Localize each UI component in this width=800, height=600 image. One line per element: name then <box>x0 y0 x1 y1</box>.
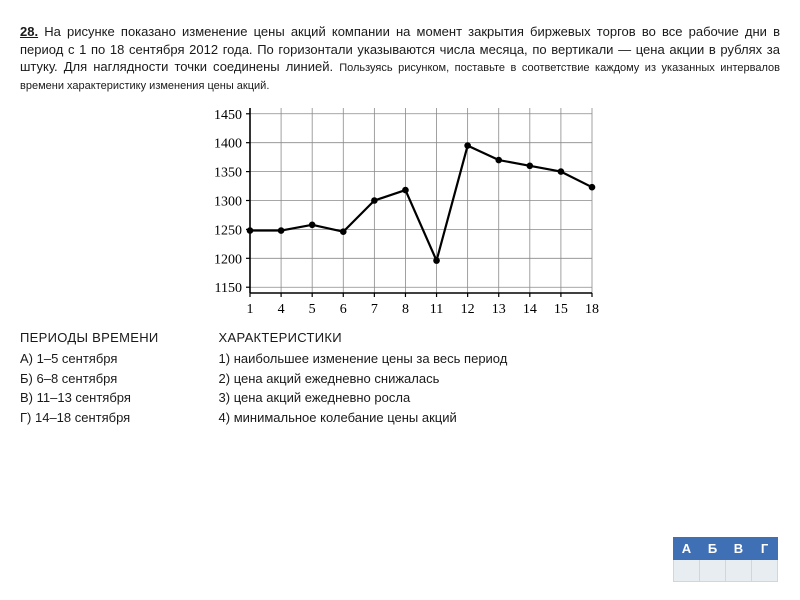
svg-text:5: 5 <box>309 302 316 317</box>
svg-text:1150: 1150 <box>215 281 242 296</box>
svg-text:13: 13 <box>492 302 506 317</box>
svg-text:1250: 1250 <box>214 223 242 238</box>
period-row: В) 11–13 сентября <box>20 389 159 407</box>
svg-text:1350: 1350 <box>214 165 242 180</box>
characteristic-text: цена акций ежедневно снижалась <box>234 371 440 386</box>
answer-header-cell: Б <box>700 538 726 560</box>
period-label: В) <box>20 390 37 405</box>
answer-table: АБВГ <box>673 537 778 582</box>
characteristic-row: 3) цена акций ежедневно росла <box>219 389 508 407</box>
options-columns: ПЕРИОДЫ ВРЕМЕНИ А) 1–5 сентябряБ) 6–8 се… <box>20 329 780 429</box>
characteristic-text: минимальное колебание цены акций <box>234 410 457 425</box>
svg-text:1: 1 <box>247 302 254 317</box>
svg-text:14: 14 <box>523 302 537 317</box>
characteristic-row: 4) минимальное колебание цены акций <box>219 409 508 427</box>
answer-header-cell: В <box>726 538 752 560</box>
characteristics-column: ХАРАКТЕРИСТИКИ 1) наибольшее изменение ц… <box>219 329 508 429</box>
period-text: 11–13 сентября <box>37 390 131 405</box>
characteristic-label: 3) <box>219 390 234 405</box>
svg-text:1200: 1200 <box>214 252 242 267</box>
periods-heading: ПЕРИОДЫ ВРЕМЕНИ <box>20 329 159 347</box>
period-label: А) <box>20 351 37 366</box>
answer-value-cell[interactable] <box>752 560 778 582</box>
answer-header-cell: Г <box>752 538 778 560</box>
characteristic-row: 1) наибольшее изменение цены за весь пер… <box>219 350 508 368</box>
periods-column: ПЕРИОДЫ ВРЕМЕНИ А) 1–5 сентябряБ) 6–8 се… <box>20 329 159 429</box>
characteristic-text: наибольшее изменение цены за весь период <box>234 351 508 366</box>
characteristic-label: 1) <box>219 351 234 366</box>
svg-text:4: 4 <box>278 302 285 317</box>
characteristics-heading: ХАРАКТЕРИСТИКИ <box>219 329 508 347</box>
svg-text:6: 6 <box>340 302 347 317</box>
period-row: Б) 6–8 сентября <box>20 370 159 388</box>
stock-price-chart: 1150120012501300135014001450145678111213… <box>190 96 610 321</box>
svg-text:11: 11 <box>430 302 443 317</box>
svg-text:12: 12 <box>461 302 475 317</box>
period-row: Г) 14–18 сентября <box>20 409 159 427</box>
answer-header-cell: А <box>674 538 700 560</box>
characteristic-row: 2) цена акций ежедневно снижалась <box>219 370 508 388</box>
svg-text:15: 15 <box>554 302 568 317</box>
svg-text:8: 8 <box>402 302 409 317</box>
answer-value-cell[interactable] <box>700 560 726 582</box>
svg-text:1450: 1450 <box>214 108 242 123</box>
answer-value-cell[interactable] <box>674 560 700 582</box>
svg-text:18: 18 <box>585 302 599 317</box>
period-text: 14–18 сентября <box>35 410 130 425</box>
period-text: 1–5 сентября <box>37 351 118 366</box>
chart-container: 1150120012501300135014001450145678111213… <box>20 96 780 321</box>
characteristic-label: 4) <box>219 410 234 425</box>
svg-text:7: 7 <box>371 302 378 317</box>
period-row: А) 1–5 сентября <box>20 350 159 368</box>
problem-text-1: 28. На рисунке показано изменение цены а… <box>20 23 780 94</box>
period-label: Г) <box>20 410 35 425</box>
characteristic-label: 2) <box>219 371 234 386</box>
characteristic-text: цена акций ежедневно росла <box>234 390 410 405</box>
period-text: 6–8 сентября <box>36 371 117 386</box>
problem-number: 28. <box>20 24 38 39</box>
period-label: Б) <box>20 371 36 386</box>
svg-text:1300: 1300 <box>214 194 242 209</box>
answer-value-cell[interactable] <box>726 560 752 582</box>
svg-text:1400: 1400 <box>214 136 242 151</box>
